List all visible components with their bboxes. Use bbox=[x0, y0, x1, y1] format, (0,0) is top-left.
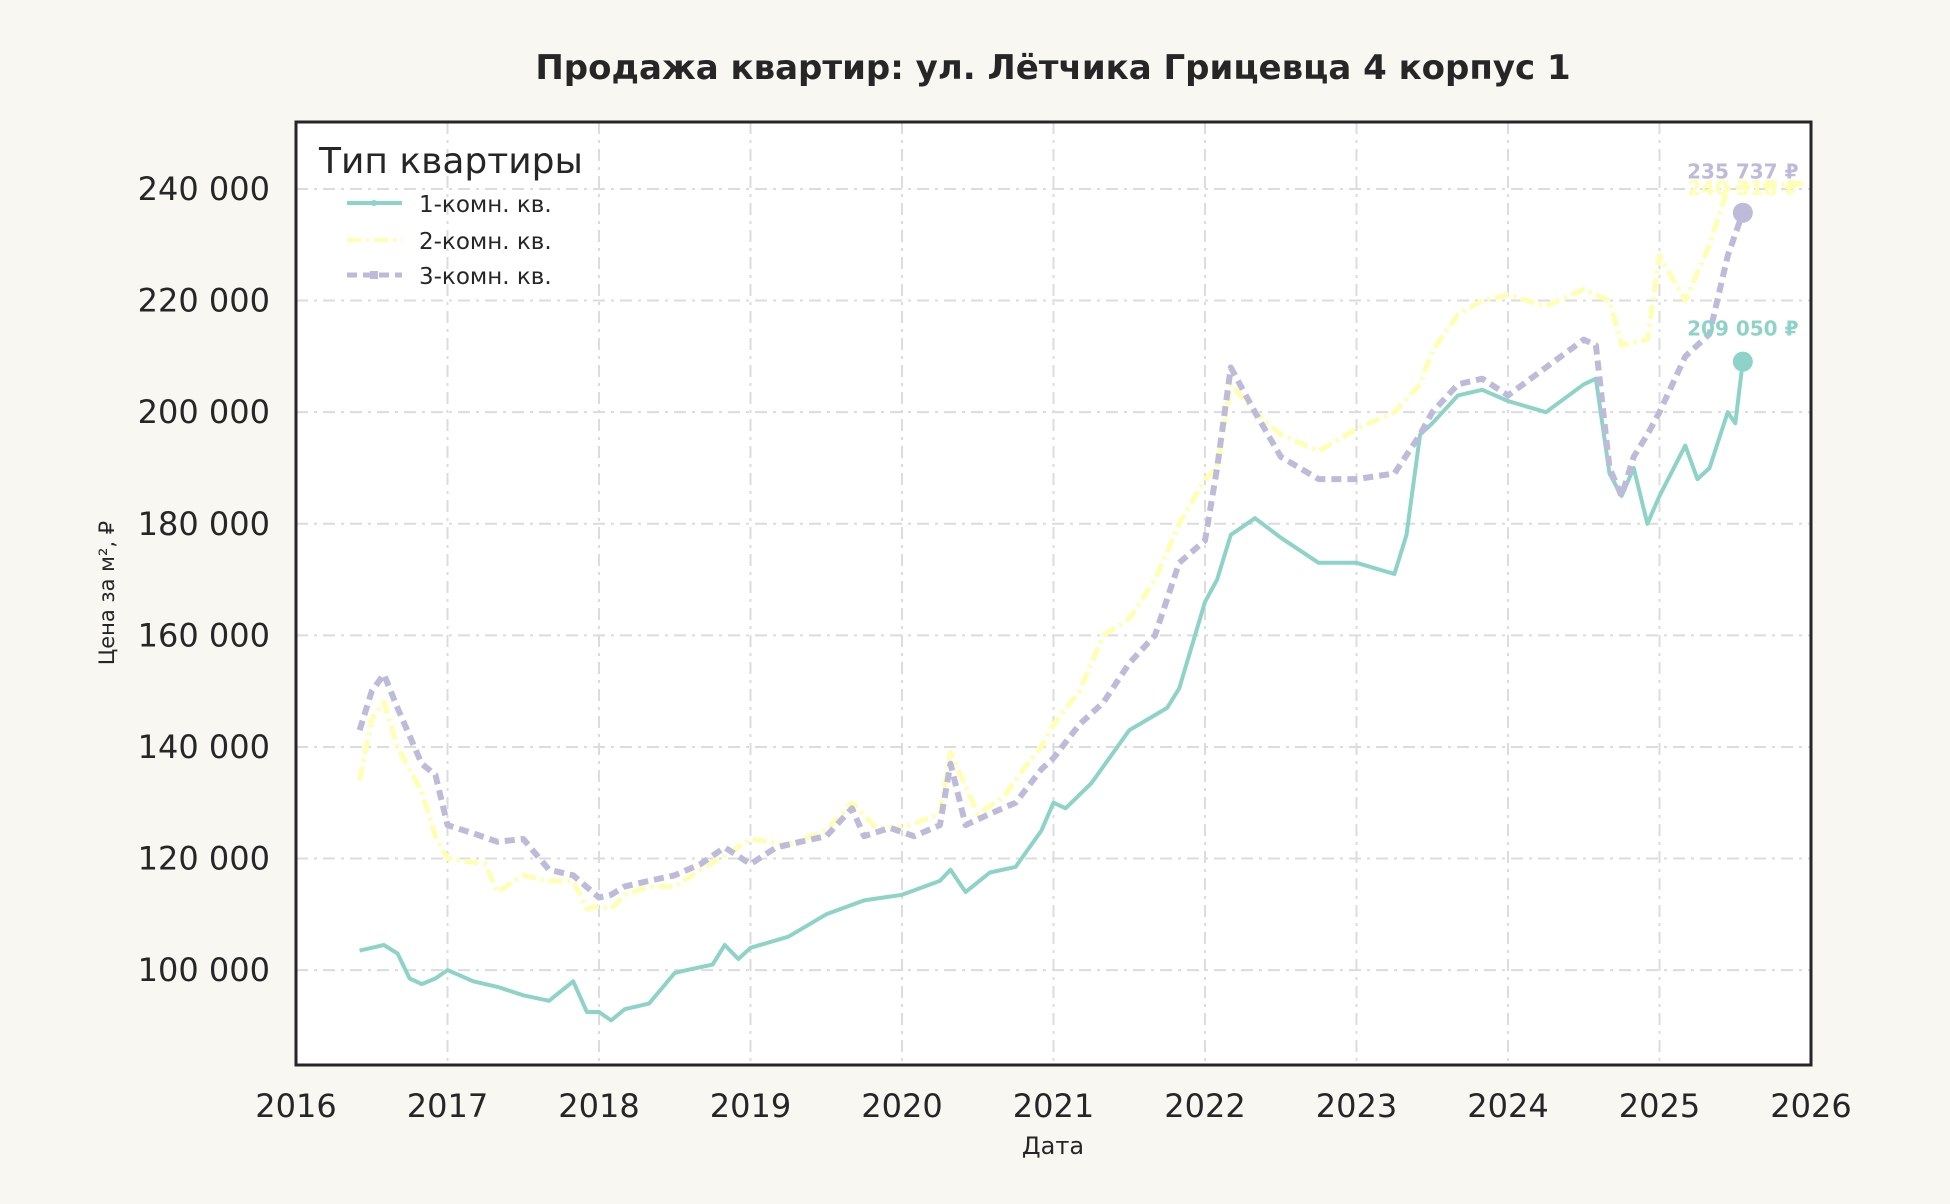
plot-frame bbox=[294, 120, 1813, 1067]
series-line-1room bbox=[359, 361, 1745, 1023]
x-tick-label-2019: 2019 bbox=[710, 1087, 791, 1125]
legend-marker-3room bbox=[370, 271, 378, 279]
y-tick-label-0: 100 000 bbox=[138, 951, 270, 989]
legend-title: Тип квартиры bbox=[318, 141, 583, 182]
x-axis-label: Дата bbox=[1022, 1132, 1084, 1160]
y-tick-label-5: 200 000 bbox=[138, 393, 270, 431]
x-tick-label-2021: 2021 bbox=[1013, 1087, 1094, 1125]
x-tick-label-2025: 2025 bbox=[1619, 1087, 1700, 1125]
series-line-2room bbox=[357, 180, 1804, 912]
series-layer bbox=[356, 180, 1804, 1023]
legend: Тип квартиры 1-комн. кв. 2-комн. кв. 3-к… bbox=[318, 141, 583, 290]
y-tick-label-1: 120 000 bbox=[138, 840, 270, 878]
chart-title: Продажа квартир: ул. Лётчика Грицевца 4 … bbox=[535, 48, 1570, 88]
y-tick-label-2: 140 000 bbox=[138, 728, 270, 766]
legend-marker-1room bbox=[371, 200, 377, 206]
y-axis-label: Цена за м², ₽ bbox=[95, 521, 119, 665]
legend-label-2room: 2-комн. кв. bbox=[419, 229, 552, 255]
endpoint-markers: 209 050 ₽ 240 318 ₽235 737 ₽ bbox=[1687, 160, 1799, 372]
endpoint-marker-1room bbox=[1732, 351, 1753, 372]
endpoint-label-1room: 209 050 ₽ bbox=[1687, 317, 1798, 341]
y-axis-ticks: 100 000 120 000 140 000 160 000 180 000 200 0… bbox=[138, 170, 270, 989]
x-tick-label-2023: 2023 bbox=[1316, 1087, 1397, 1125]
x-tick-label-2018: 2018 bbox=[558, 1087, 639, 1125]
legend-item-3room: 3-комн. кв. bbox=[347, 264, 552, 290]
y-tick-label-4: 180 000 bbox=[138, 505, 270, 543]
legend-item-2room: 2-комн. кв. bbox=[347, 229, 552, 255]
x-axis-ticks: 2016 2017 2018 2019 2020 2021 2022 2023 2024 2025… bbox=[255, 1087, 1851, 1125]
y-tick-label-3: 160 000 bbox=[138, 616, 270, 654]
legend-label-1room: 1-комн. кв. bbox=[419, 192, 552, 218]
legend-item-1room: 1-комн. кв. bbox=[347, 192, 552, 218]
endpoint-marker-3room bbox=[1732, 202, 1753, 223]
x-tick-label-2020: 2020 bbox=[861, 1087, 942, 1125]
legend-label-3room: 3-комн. кв. bbox=[419, 264, 552, 290]
x-tick-label-2024: 2024 bbox=[1467, 1087, 1548, 1125]
x-tick-label-2016: 2016 bbox=[255, 1087, 336, 1125]
x-tick-label-2026: 2026 bbox=[1770, 1087, 1851, 1125]
y-tick-label-6: 220 000 bbox=[138, 282, 270, 320]
endpoint-label-2room: 240 318 ₽ bbox=[1687, 176, 1798, 200]
series-line-3room bbox=[356, 211, 1746, 901]
x-tick-label-2022: 2022 bbox=[1164, 1087, 1245, 1125]
y-tick-label-7: 240 000 bbox=[138, 170, 270, 208]
x-tick-label-2017: 2017 bbox=[407, 1087, 488, 1125]
endpoint-label-3room: 235 737 ₽ bbox=[1687, 160, 1798, 184]
